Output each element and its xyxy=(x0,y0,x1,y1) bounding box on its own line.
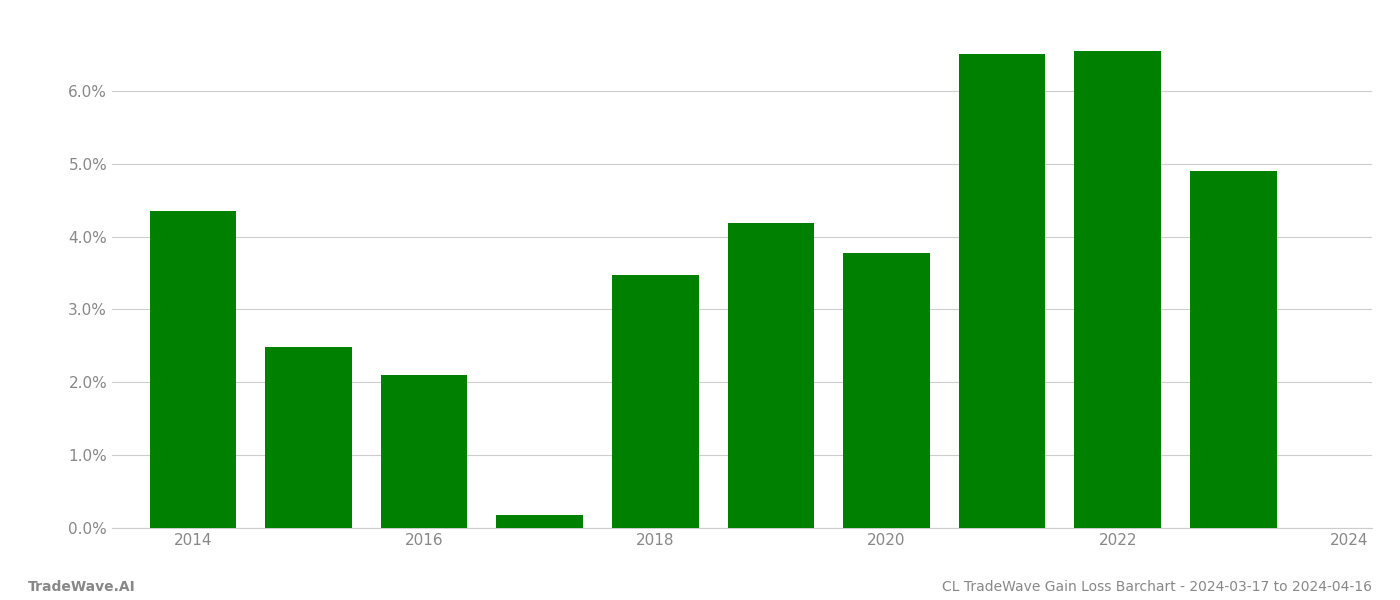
Bar xyxy=(843,253,930,528)
Bar xyxy=(612,275,699,528)
Bar xyxy=(265,347,351,528)
Bar xyxy=(150,211,237,528)
Bar xyxy=(1074,51,1161,528)
Text: CL TradeWave Gain Loss Barchart - 2024-03-17 to 2024-04-16: CL TradeWave Gain Loss Barchart - 2024-0… xyxy=(942,580,1372,594)
Bar xyxy=(1190,171,1277,528)
Bar xyxy=(381,375,468,528)
Bar xyxy=(497,515,582,528)
Text: TradeWave.AI: TradeWave.AI xyxy=(28,580,136,594)
Bar xyxy=(728,223,815,528)
Bar xyxy=(959,55,1046,528)
